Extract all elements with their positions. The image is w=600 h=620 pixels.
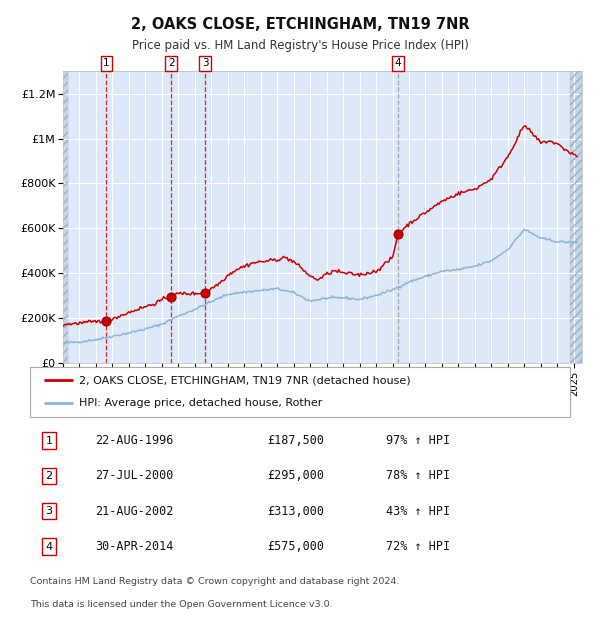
Text: HPI: Average price, detached house, Rother: HPI: Average price, detached house, Roth… — [79, 398, 322, 408]
Text: 2, OAKS CLOSE, ETCHINGHAM, TN19 7NR: 2, OAKS CLOSE, ETCHINGHAM, TN19 7NR — [131, 17, 469, 32]
Text: 72% ↑ HPI: 72% ↑ HPI — [386, 540, 451, 553]
Bar — [569, 71, 582, 363]
Text: 30-APR-2014: 30-APR-2014 — [95, 540, 173, 553]
Bar — [63, 71, 68, 363]
Text: 2: 2 — [168, 58, 175, 68]
Text: 4: 4 — [395, 58, 401, 68]
Text: 97% ↑ HPI: 97% ↑ HPI — [386, 434, 451, 447]
Text: This data is licensed under the Open Government Licence v3.0.: This data is licensed under the Open Gov… — [30, 600, 332, 609]
Text: 43% ↑ HPI: 43% ↑ HPI — [386, 505, 451, 518]
Text: £575,000: £575,000 — [268, 540, 325, 553]
Text: Price paid vs. HM Land Registry's House Price Index (HPI): Price paid vs. HM Land Registry's House … — [131, 39, 469, 51]
Text: 3: 3 — [202, 58, 209, 68]
Bar — [569, 71, 582, 363]
Text: 22-AUG-1996: 22-AUG-1996 — [95, 434, 173, 447]
Text: 3: 3 — [46, 506, 52, 516]
Text: Contains HM Land Registry data © Crown copyright and database right 2024.: Contains HM Land Registry data © Crown c… — [30, 577, 400, 586]
Text: £295,000: £295,000 — [268, 469, 325, 482]
Text: £313,000: £313,000 — [268, 505, 325, 518]
Text: 27-JUL-2000: 27-JUL-2000 — [95, 469, 173, 482]
Text: £187,500: £187,500 — [268, 434, 325, 447]
Text: 2: 2 — [46, 471, 52, 481]
Text: 21-AUG-2002: 21-AUG-2002 — [95, 505, 173, 518]
Text: 2, OAKS CLOSE, ETCHINGHAM, TN19 7NR (detached house): 2, OAKS CLOSE, ETCHINGHAM, TN19 7NR (det… — [79, 376, 410, 386]
Text: 1: 1 — [46, 435, 52, 446]
Bar — [63, 71, 68, 363]
Text: 78% ↑ HPI: 78% ↑ HPI — [386, 469, 451, 482]
Text: 4: 4 — [46, 541, 52, 552]
Text: 1: 1 — [103, 58, 110, 68]
